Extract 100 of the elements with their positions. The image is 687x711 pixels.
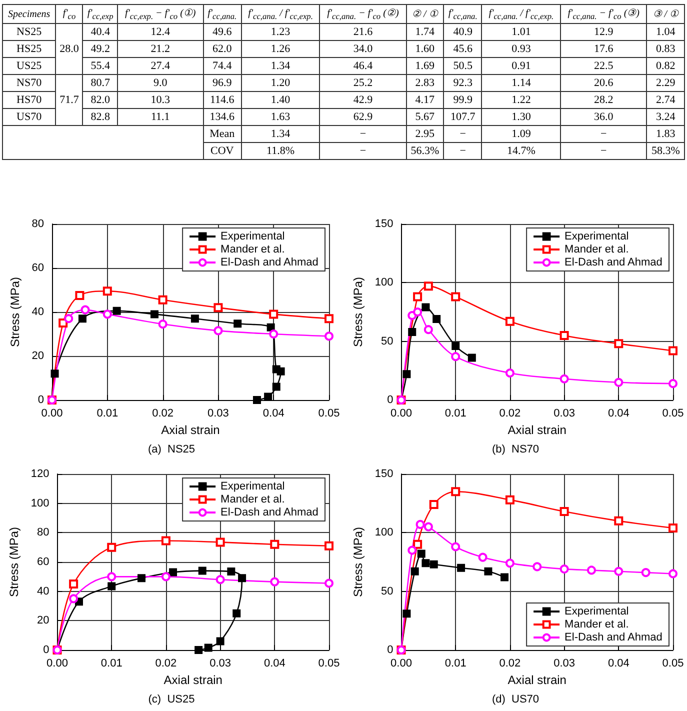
text: 1.14 — [512, 77, 531, 89]
text: NS70 — [16, 77, 42, 89]
text: 14.7% — [507, 145, 536, 157]
y-tick-label: 150 — [374, 468, 394, 480]
text: 49.6 — [212, 26, 232, 38]
text: 82.0 — [90, 94, 110, 106]
text: 1.69 — [415, 60, 435, 72]
text: 11.8% — [266, 145, 295, 157]
x-tick-label: 0.04 — [608, 658, 630, 670]
text: 1.40 — [270, 94, 290, 106]
x-tick-label: 0.05 — [318, 658, 340, 670]
text: (a) NS25 — [148, 444, 196, 456]
legend-label: Experimental — [220, 230, 285, 242]
text: 27.4 — [150, 60, 170, 72]
legend-label: Mander et al. — [564, 618, 629, 630]
category-label: ② / ① — [406, 4, 444, 24]
text: 46.4 — [353, 60, 373, 72]
legend-label: Experimental — [220, 480, 285, 492]
text: 62.9 — [353, 111, 373, 123]
text: NS25 — [16, 26, 42, 38]
text: 1.60 — [415, 43, 435, 55]
text: 0.82 — [656, 60, 676, 72]
y-tick-label: 50 — [381, 335, 394, 348]
text: Mean — [210, 128, 235, 140]
text: 1.74 — [415, 26, 435, 38]
legend-label: El-Dash and Ahmad — [220, 506, 318, 518]
text: 42.9 — [353, 94, 373, 106]
y-tick-label: 100 — [374, 276, 394, 289]
text: 1.22 — [512, 94, 531, 106]
text: 80.7 — [90, 77, 110, 89]
text: US70 — [16, 111, 42, 123]
y-tick-label: 100 — [30, 497, 50, 510]
text: COV — [210, 145, 234, 157]
y-tick-label: 20 — [37, 614, 50, 627]
legend-label: Experimental — [564, 606, 629, 618]
text: 1.63 — [270, 111, 290, 123]
text: (d) US70 — [492, 694, 540, 706]
text: − — [360, 145, 366, 157]
x-tick-label: 0.02 — [152, 408, 174, 420]
x-tick-label: 0.00 — [390, 408, 412, 420]
text: 40.9 — [453, 26, 472, 38]
text: 2.83 — [415, 77, 435, 89]
x-tick-label: 0.04 — [262, 408, 284, 420]
text: 82.8 — [90, 111, 110, 123]
text: 1.09 — [512, 128, 531, 140]
text: 45.6 — [453, 43, 472, 55]
text: 134.6 — [210, 111, 234, 123]
category-label: Specimens — [2, 4, 56, 24]
x-axis-title: Axial strain — [508, 422, 566, 437]
x-tick-label: 0.04 — [608, 408, 630, 420]
category-label: f'$_{cc,exp}$ — [82, 4, 118, 24]
text: 25.2 — [353, 77, 373, 89]
x-tick-label: 0.05 — [318, 408, 340, 420]
x-tick-label: 0.02 — [499, 408, 521, 420]
text: 1.01 — [512, 26, 531, 38]
text: 22.5 — [594, 60, 614, 72]
text: 20.6 — [594, 77, 614, 89]
y-tick-label: 60 — [32, 262, 44, 274]
x-tick-label: 0.01 — [444, 408, 466, 420]
legend-label: El-Dash and Ahmad — [220, 256, 318, 268]
text: 96.9 — [212, 77, 232, 89]
text: 40.4 — [90, 26, 110, 38]
text: 17.6 — [594, 43, 614, 55]
text: 36.0 — [594, 111, 614, 123]
text: 34.0 — [353, 43, 373, 55]
y-tick-label: 120 — [30, 468, 50, 480]
y-tick-label: 50 — [381, 585, 394, 598]
text: (b) NS70 — [492, 444, 540, 456]
category-label: f'$_{co}$ — [56, 4, 83, 24]
category-label: f'$_{cc,ana.}$ — [444, 4, 482, 24]
text: 28.0 — [60, 43, 79, 55]
text: 1.23 — [270, 26, 290, 38]
text: 0.91 — [512, 60, 531, 72]
text: 12.4 — [150, 26, 170, 38]
text: 92.3 — [453, 77, 472, 89]
text: 74.4 — [212, 60, 232, 72]
text: 1.30 — [512, 111, 531, 123]
x-tick-label: 0.00 — [46, 658, 68, 670]
x-tick-label: 0.05 — [662, 658, 684, 670]
y-tick-label: 0 — [387, 644, 394, 656]
x-tick-label: 0.00 — [390, 658, 412, 670]
y-tick-label: 100 — [374, 526, 394, 539]
x-tick-label: 0.00 — [41, 408, 63, 420]
x-tick-label: 0.01 — [444, 658, 466, 670]
y-tick-label: 60 — [37, 556, 50, 568]
legend-label: Mander et al. — [220, 244, 285, 256]
text: − — [600, 128, 607, 140]
x-axis-title: Axial strain — [161, 422, 220, 437]
text: (c) US25 — [148, 694, 195, 706]
legend-label: El-Dash and Ahmad — [564, 256, 662, 268]
category-label: f'$_{cc,ana.}$ — [203, 4, 242, 24]
text: 56.3% — [410, 145, 440, 157]
text: 62.0 — [212, 43, 232, 55]
category-label: f'$_{cc,ana.}$ − f'$_{co}$ (③) — [560, 4, 647, 24]
y-tick-label: 80 — [32, 218, 44, 230]
category-label: f'$_{cc,exp.}$ − f'$_{co}$ (①) — [118, 4, 203, 24]
x-tick-label: 0.02 — [499, 658, 521, 670]
x-tick-label: 0.03 — [554, 658, 576, 670]
x-axis-title: Axial strain — [164, 672, 222, 687]
text: 49.2 — [90, 43, 110, 55]
